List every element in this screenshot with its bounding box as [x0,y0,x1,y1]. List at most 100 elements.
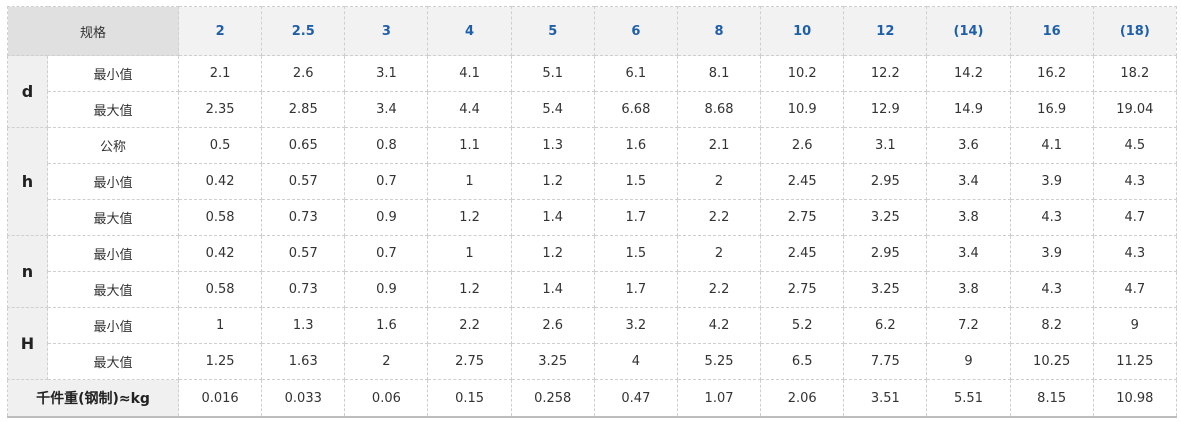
row-label: 最小值 [46,307,180,344]
size-header: 6 [593,6,678,56]
size-header: 5 [510,6,595,56]
weight-value: 0.15 [427,379,512,418]
row-label: 最小值 [46,55,180,92]
cell-value: 0.73 [261,199,346,236]
cell-value: 0.58 [178,199,263,236]
table-row: 最小值 0.42 0.57 0.7 1 1.2 1.5 2 2.45 2.95 3.4 3.9 4.3 [8,163,1177,200]
size-header: 2 [178,6,263,56]
cell-value: 6.2 [843,307,928,344]
cell-value: 3.1 [344,55,429,92]
row-label: 最小值 [46,163,180,200]
cell-value: 2.2 [676,199,762,236]
cell-value: 2.95 [843,235,928,272]
cell-value: 4.3 [1092,235,1177,272]
cell-value: 8.2 [1009,307,1094,344]
table-row: 最大值 0.58 0.73 0.9 1.2 1.4 1.7 2.2 2.75 3.25 3.8 4.3… [8,271,1177,308]
cell-value: 2.2 [676,271,762,308]
cell-value: 2.6 [510,307,595,344]
cell-value: 0.7 [344,163,429,200]
cell-value: 3.25 [843,199,928,236]
size-header: 8 [676,6,762,56]
cell-value: 5.2 [760,307,845,344]
cell-value: 2 [344,343,429,380]
cell-value: 4.4 [427,91,512,128]
cell-value: 2.95 [843,163,928,200]
size-header: (18) [1092,6,1177,56]
table-row: H 最小值 1 1.3 1.6 2.2 2.6 3.2 4.2 5.2 6.2 7.2 8.2 9 [7,307,1177,380]
size-header: 4 [427,6,512,56]
cell-value: 16.2 [1009,55,1094,92]
cell-value: 4.7 [1092,199,1177,236]
cell-value: 18.2 [1092,55,1177,92]
group-label: d [7,55,48,128]
cell-value: 1.3 [510,127,595,164]
cell-value: 1 [427,163,512,200]
group-label: H [7,307,48,380]
cell-value: 5.25 [676,343,762,380]
size-header: (14) [926,6,1011,56]
weight-label: 千件重(钢制)≈kg [6,379,180,418]
cell-value: 1.1 [427,127,512,164]
table-row: n 最小值 0.42 0.57 0.7 1 1.2 1.5 2 2.45 2.95 3.4 3.9 4.3 [7,235,1177,308]
row-label: 公称 [46,127,180,164]
cell-value: 0.57 [261,163,346,200]
cell-value: 14.2 [926,55,1011,92]
cell-value: 0.57 [261,235,346,272]
cell-value: 2.35 [178,91,263,128]
weight-value: 1.07 [676,379,762,418]
cell-value: 4.3 [1009,271,1094,308]
cell-value: 0.73 [261,271,346,308]
cell-value: 2 [676,235,762,272]
cell-value: 16.9 [1009,91,1094,128]
cell-value: 0.42 [178,235,263,272]
cell-value: 2.75 [760,199,845,236]
cell-value: 10.9 [760,91,845,128]
header-row: 规格 2 2.5 3 4 5 6 8 10 12 (14) 16 (18) [6,6,1177,56]
cell-value: 4.2 [676,307,762,344]
cell-value: 12.9 [843,91,928,128]
cell-value: 19.04 [1092,91,1177,128]
cell-value: 0.7 [344,235,429,272]
cell-value: 2.6 [261,55,346,92]
weight-value: 0.47 [593,379,678,418]
weight-value: 5.51 [926,379,1011,418]
cell-value: 0.5 [178,127,263,164]
cell-value: 1.5 [593,163,678,200]
group-label: n [7,235,48,308]
cell-value: 3.4 [926,235,1011,272]
cell-value: 3.25 [843,271,928,308]
group-label: h [7,127,48,236]
cell-value: 3.8 [926,271,1011,308]
cell-value: 1.7 [593,199,678,236]
cell-value: 4.3 [1092,163,1177,200]
cell-value: 2.45 [760,163,845,200]
row-label: 最大值 [46,343,180,380]
cell-value: 2.2 [427,307,512,344]
cell-value: 3.4 [344,91,429,128]
table-row: h 公称 0.5 0.65 0.8 1.1 1.3 1.6 2.1 2.6 3.1 3.6 4.1 4.5 [7,127,1177,236]
cell-value: 8.68 [676,91,762,128]
cell-value: 3.9 [1009,163,1094,200]
cell-value: 2 [676,163,762,200]
cell-value: 5.4 [510,91,595,128]
row-label: 最大值 [46,199,180,236]
table-row: 最大值 2.35 2.85 3.4 4.4 5.4 6.68 8.68 10.9 12.9 14.9… [8,91,1177,128]
cell-value: 3.4 [926,163,1011,200]
cell-value: 11.25 [1092,343,1177,380]
cell-value: 1.6 [593,127,678,164]
cell-value: 9 [926,343,1011,380]
cell-value: 1.2 [427,271,512,308]
cell-value: 3.9 [1009,235,1094,272]
cell-value: 1.2 [510,235,595,272]
cell-value: 1.6 [344,307,429,344]
table-row: 最大值 0.58 0.73 0.9 1.2 1.4 1.7 2.2 2.75 3.25 3.8 4.3… [8,199,1177,236]
cell-value: 6.1 [593,55,678,92]
weight-row: 千件重(钢制)≈kg 0.016 0.033 0.06 0.15 0.258 0.47 1.0… [6,379,1177,418]
weight-value: 2.06 [760,379,845,418]
cell-value: 1.2 [510,163,595,200]
cell-value: 5.1 [510,55,595,92]
cell-value: 0.9 [344,271,429,308]
cell-value: 3.8 [926,199,1011,236]
cell-value: 7.2 [926,307,1011,344]
size-header: 16 [1009,6,1094,56]
